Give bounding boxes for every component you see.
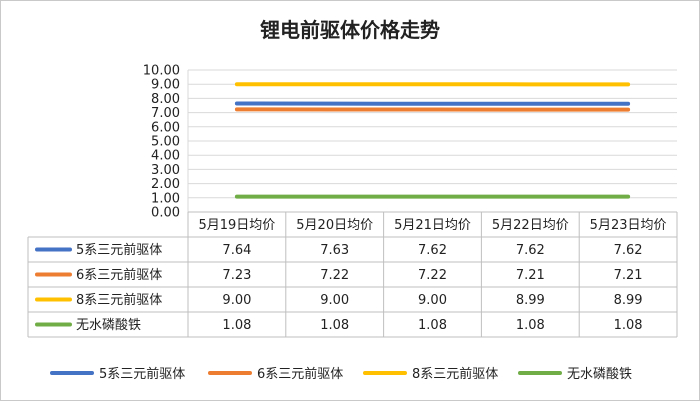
x-category-label: 5月21日均价 bbox=[394, 218, 471, 233]
x-category-label: 5月23日均价 bbox=[590, 218, 667, 233]
legend-label: 6系三元前驱体 bbox=[257, 366, 343, 382]
data-label: 7.64 bbox=[222, 243, 251, 258]
data-label: 1.08 bbox=[222, 318, 251, 333]
y-tick-label: 4.00 bbox=[151, 149, 180, 164]
legend: 5系三元前驱体 6系三元前驱体 8系三元前驱体 无水磷酸铁 bbox=[50, 366, 632, 382]
data-label: 7.23 bbox=[222, 268, 251, 283]
data-label: 9.00 bbox=[222, 293, 251, 308]
table-series-name: 6系三元前驱体 bbox=[76, 267, 162, 283]
plot-lines bbox=[234, 82, 631, 199]
y-tick-label: 8.00 bbox=[151, 92, 180, 107]
data-label: 7.21 bbox=[516, 268, 545, 283]
data-label: 1.08 bbox=[516, 318, 545, 333]
table-series-name: 8系三元前驱体 bbox=[76, 292, 162, 308]
data-label: 8.99 bbox=[614, 293, 643, 308]
y-axis: 10.009.008.007.006.005.004.003.002.001.0… bbox=[143, 64, 180, 221]
data-label: 8.99 bbox=[516, 293, 545, 308]
data-label: 7.62 bbox=[516, 243, 545, 258]
data-label: 7.22 bbox=[320, 268, 349, 283]
y-tick-label: 1.00 bbox=[151, 191, 180, 206]
table-series-name: 5系三元前驱体 bbox=[76, 242, 162, 258]
data-label: 1.08 bbox=[320, 318, 349, 333]
y-tick-label: 6.00 bbox=[151, 120, 180, 135]
data-label: 1.08 bbox=[418, 318, 447, 333]
chart-title: 锂电前驱体价格走势 bbox=[260, 18, 440, 42]
data-label: 7.62 bbox=[418, 243, 447, 258]
data-table: 5月19日均价 5月20日均价 5月21日均价 5月22日均价 5月23日均价 5系三元前… bbox=[27, 211, 678, 338]
data-label: 7.22 bbox=[418, 268, 447, 283]
y-tick-label: 10.00 bbox=[143, 64, 180, 79]
y-tick-label: 5.00 bbox=[151, 135, 180, 150]
legend-label: 5系三元前驱体 bbox=[99, 366, 185, 382]
data-label: 7.21 bbox=[614, 268, 643, 283]
y-tick-label: 7.00 bbox=[151, 106, 180, 121]
table-series-name: 无水磷酸铁 bbox=[76, 318, 141, 333]
x-category-label: 5月19日均价 bbox=[198, 218, 275, 233]
y-tick-label: 2.00 bbox=[151, 177, 180, 192]
data-label: 7.62 bbox=[614, 243, 643, 258]
legend-label: 8系三元前驱体 bbox=[412, 366, 498, 382]
x-category-label: 5月20日均价 bbox=[296, 218, 373, 233]
y-tick-label: 3.00 bbox=[151, 163, 180, 178]
data-label: 9.00 bbox=[418, 293, 447, 308]
legend-label: 无水磷酸铁 bbox=[567, 367, 632, 382]
y-tick-label: 9.00 bbox=[151, 78, 180, 93]
data-label: 1.08 bbox=[614, 318, 643, 333]
data-label: 7.63 bbox=[320, 243, 349, 258]
x-category-label: 5月22日均价 bbox=[492, 218, 569, 233]
y-tick-label: 0.00 bbox=[151, 206, 180, 221]
data-label: 9.00 bbox=[320, 293, 349, 308]
gridlines bbox=[187, 69, 677, 213]
